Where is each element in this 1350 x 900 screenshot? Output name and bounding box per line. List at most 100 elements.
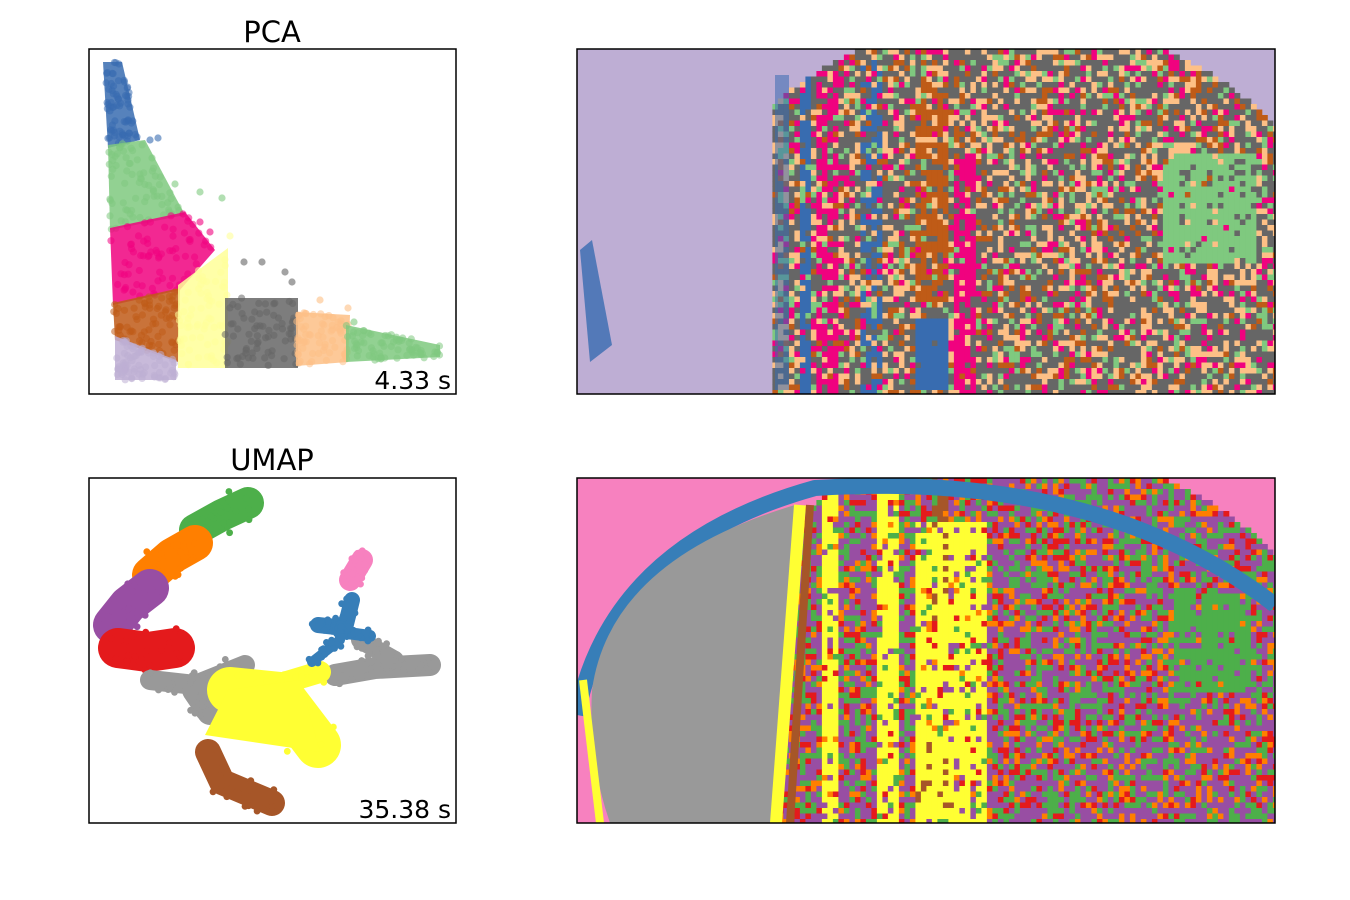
map-cell: [997, 302, 1004, 308]
map-cell: [816, 274, 823, 281]
map-cell: [898, 82, 905, 88]
map-cell: [986, 153, 993, 160]
map-cell: [1190, 131, 1197, 138]
map-cell: [1190, 252, 1197, 259]
map-cell: [1157, 186, 1164, 193]
map-cell: [920, 197, 927, 204]
map-cell: [915, 98, 922, 105]
map-cell: [832, 131, 839, 138]
map-cell: [1118, 181, 1125, 187]
map-cell: [1212, 219, 1219, 226]
pca-point: [293, 341, 301, 349]
map-cell: [1162, 164, 1169, 171]
map-cell: [805, 302, 812, 308]
pca-point: [369, 353, 377, 361]
map-cell: [1030, 120, 1037, 127]
map-cell: [992, 153, 999, 160]
map-cell: [904, 258, 911, 264]
map-cell: [959, 126, 966, 132]
map-cell: [1118, 258, 1125, 264]
map-cell: [970, 148, 977, 154]
map-cell: [1008, 247, 1015, 253]
map-cell: [1019, 65, 1026, 72]
map-cell: [981, 269, 988, 275]
map-cell: [986, 263, 993, 270]
map-cell: [1173, 274, 1180, 281]
map-cell: [904, 208, 911, 215]
map-cell: [1217, 296, 1224, 303]
map-cell: [876, 203, 883, 209]
map-cell: [1058, 142, 1065, 149]
map-cell: [1036, 170, 1043, 176]
map-cell: [948, 137, 955, 143]
map-cell: [854, 71, 861, 77]
map-cell: [1036, 285, 1043, 292]
map-cell: [1058, 181, 1065, 187]
map-cell: [1250, 142, 1257, 149]
map-cell: [1201, 313, 1208, 319]
map-cell: [865, 170, 872, 176]
pca-point: [294, 311, 302, 319]
map-cell: [981, 175, 988, 182]
pca-point: [204, 341, 212, 349]
map-cell: [926, 296, 933, 303]
map-cell: [898, 197, 905, 204]
map-cell: [788, 214, 795, 220]
pca-point: [120, 271, 128, 279]
map-cell: [1008, 93, 1015, 99]
map-cell: [1228, 219, 1235, 226]
map-cell: [915, 219, 922, 226]
map-cell: [1036, 230, 1043, 237]
map-cell: [1201, 82, 1208, 88]
map-cell: [904, 175, 911, 182]
map-cell: [887, 175, 894, 182]
map-cell: [1168, 280, 1175, 286]
map-cell: [1179, 230, 1186, 237]
map-cell: [915, 291, 922, 297]
map-cell: [1245, 258, 1252, 264]
map-cell: [942, 208, 949, 215]
map-cell: [1025, 258, 1032, 264]
pca-point: [183, 319, 192, 327]
map-cell: [1030, 214, 1037, 220]
map-cell: [1118, 241, 1125, 248]
map-cell: [926, 65, 933, 72]
map-cell: [1179, 65, 1186, 72]
map-cell: [920, 203, 927, 209]
map-cell: [1179, 186, 1186, 193]
map-cell: [860, 263, 867, 270]
map-cell: [1173, 153, 1180, 160]
map-cell: [1146, 87, 1153, 94]
map-cell: [986, 115, 993, 121]
map-cell: [893, 307, 900, 314]
map-cell: [1124, 225, 1131, 231]
map-cell: [1173, 131, 1180, 138]
map-cell: [1173, 307, 1180, 314]
map-cell: [832, 263, 839, 270]
map-cell: [849, 54, 856, 61]
map-cell: [953, 71, 960, 77]
map-cell: [1008, 153, 1015, 160]
pca-point: [138, 311, 146, 319]
map-cell: [1036, 274, 1043, 281]
map-cell: [948, 65, 955, 72]
map-cell: [1206, 82, 1213, 88]
map-cell: [981, 93, 988, 99]
map-cell: [1206, 164, 1213, 171]
map-cell: [975, 115, 982, 121]
pca-point: [123, 167, 131, 175]
map-cell: [1245, 126, 1252, 132]
map-cell: [810, 109, 817, 116]
pca-point: [185, 214, 193, 222]
map-cell: [1234, 159, 1241, 165]
map-cell: [1014, 285, 1021, 292]
map-cell: [893, 197, 900, 204]
map-cell: [788, 104, 795, 110]
map-cell: [1173, 76, 1180, 83]
map-cell: [986, 49, 993, 55]
map-cell: [1272, 285, 1275, 292]
map-cell: [1058, 115, 1065, 121]
map-cell: [898, 159, 905, 165]
map-cell: [1146, 296, 1153, 303]
pca-point: [240, 258, 248, 266]
